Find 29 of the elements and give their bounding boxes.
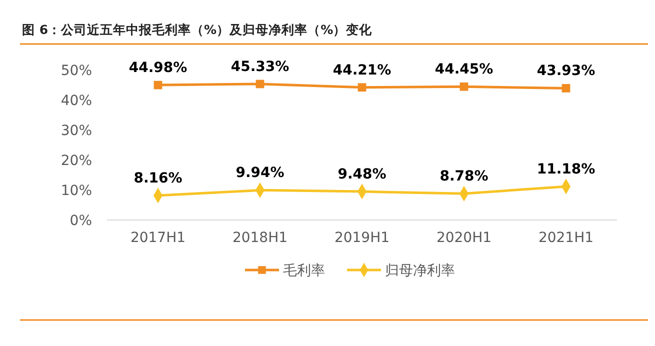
point xyxy=(154,80,162,90)
y-tick-label: 10% xyxy=(60,182,92,199)
point xyxy=(256,80,264,88)
y-tick-label: 0% xyxy=(70,212,92,229)
y-tick-label: 40% xyxy=(60,92,92,109)
legend-label: 毛利率 xyxy=(283,262,325,279)
y-tick-label: 50% xyxy=(60,62,92,79)
x-tick-label: 2018H1 xyxy=(232,230,288,246)
y-tick-label: 30% xyxy=(60,122,92,139)
data-label: 8.16% xyxy=(134,170,182,187)
data-label: 11.18% xyxy=(536,161,596,178)
data-label: 43.93% xyxy=(536,63,596,80)
point xyxy=(562,84,570,92)
y-tick-label: 20% xyxy=(60,152,92,169)
data-label: 44.98% xyxy=(128,60,188,76)
x-tick-label: 2020H1 xyxy=(436,230,492,246)
x-tick-label: 2021H1 xyxy=(538,230,594,246)
data-label: 44.21% xyxy=(332,62,392,78)
data-label: 9.94% xyxy=(236,165,284,182)
x-tick-label: 2017H1 xyxy=(130,230,186,246)
data-label: 44.45% xyxy=(434,62,494,78)
point xyxy=(460,82,468,91)
data-label: 45.33% xyxy=(230,59,290,76)
data-label: 8.78% xyxy=(440,168,488,185)
legend-label: 归母净利率 xyxy=(385,262,455,279)
data-label: 9.48% xyxy=(338,166,386,183)
x-tick-label: 2019H1 xyxy=(334,230,390,246)
point xyxy=(358,83,366,92)
chart-title: 图 6：公司近五年中报毛利率（%）及归母净利率（%）变化 xyxy=(22,22,374,37)
